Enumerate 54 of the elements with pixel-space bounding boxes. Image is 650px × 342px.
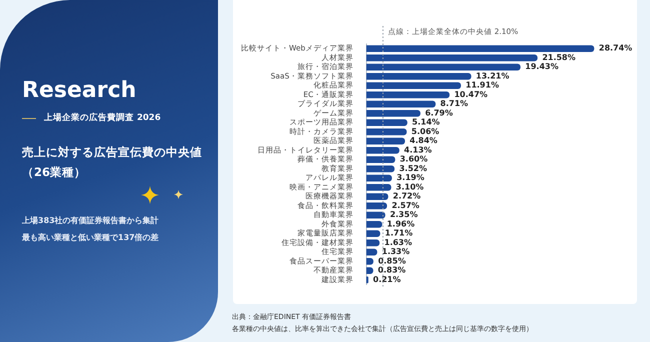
text: 上場383社の有価証券報告書から集計 (22, 215, 159, 227)
text: 売上に対する広告宣伝費の中央値（26業種） (22, 144, 203, 181)
data-label: 1.71% (384, 228, 413, 238)
data-label: 1.63% (384, 238, 412, 247)
bar (366, 240, 380, 246)
data-label: 2.35% (390, 210, 418, 220)
bar (366, 128, 407, 136)
data-label: 1.96% (386, 219, 415, 228)
text: 最も高い業種と低い業種で137倍の差 (22, 232, 159, 244)
bar (366, 212, 386, 218)
data-label: 10.47% (454, 90, 488, 99)
data-label: 3.52% (399, 164, 427, 173)
bar (366, 248, 378, 256)
bar (366, 221, 382, 228)
bar (366, 82, 461, 89)
data-label: 2.72% (392, 192, 421, 201)
data-label: 5.14% (412, 118, 440, 127)
bar (366, 64, 520, 70)
data-label: 3.60% (400, 154, 428, 164)
text: 上場企業の広告費調査 2026 (44, 112, 161, 124)
data-label: 19.43% (525, 62, 558, 72)
bar (366, 202, 388, 210)
data-label: 11.91% (466, 80, 499, 90)
bar (366, 166, 395, 172)
data-label: 5.06% (411, 126, 440, 136)
bar (366, 184, 392, 191)
bar (366, 156, 396, 163)
data-label: 13.21% (476, 71, 510, 80)
data-label: 0.21% (373, 274, 401, 284)
data-label: 3.10% (396, 182, 424, 192)
data-label: 0.83% (378, 266, 406, 275)
bar (366, 54, 538, 62)
bar (366, 73, 472, 80)
bar (366, 110, 420, 117)
data-label: 8.71% (440, 99, 468, 108)
data-label: 21.58% (542, 52, 576, 62)
bar (366, 174, 392, 182)
bar (366, 147, 400, 154)
bar (366, 193, 388, 200)
data-label: 0.85% (378, 256, 406, 266)
data-label: 3.19% (396, 173, 424, 182)
data-label: 28.74% (598, 44, 632, 53)
bar (366, 230, 380, 237)
bar (366, 119, 408, 126)
bar (366, 100, 436, 108)
data-label: 4.13% (404, 145, 432, 154)
data-label: 2.57% (392, 200, 420, 210)
data-label: 6.79% (425, 108, 453, 118)
data-label: 4.84% (410, 136, 438, 146)
data-label: 1.33% (382, 247, 410, 256)
bar (366, 138, 405, 144)
text: Research (22, 78, 136, 103)
bar (366, 92, 450, 98)
bar (366, 45, 594, 52)
